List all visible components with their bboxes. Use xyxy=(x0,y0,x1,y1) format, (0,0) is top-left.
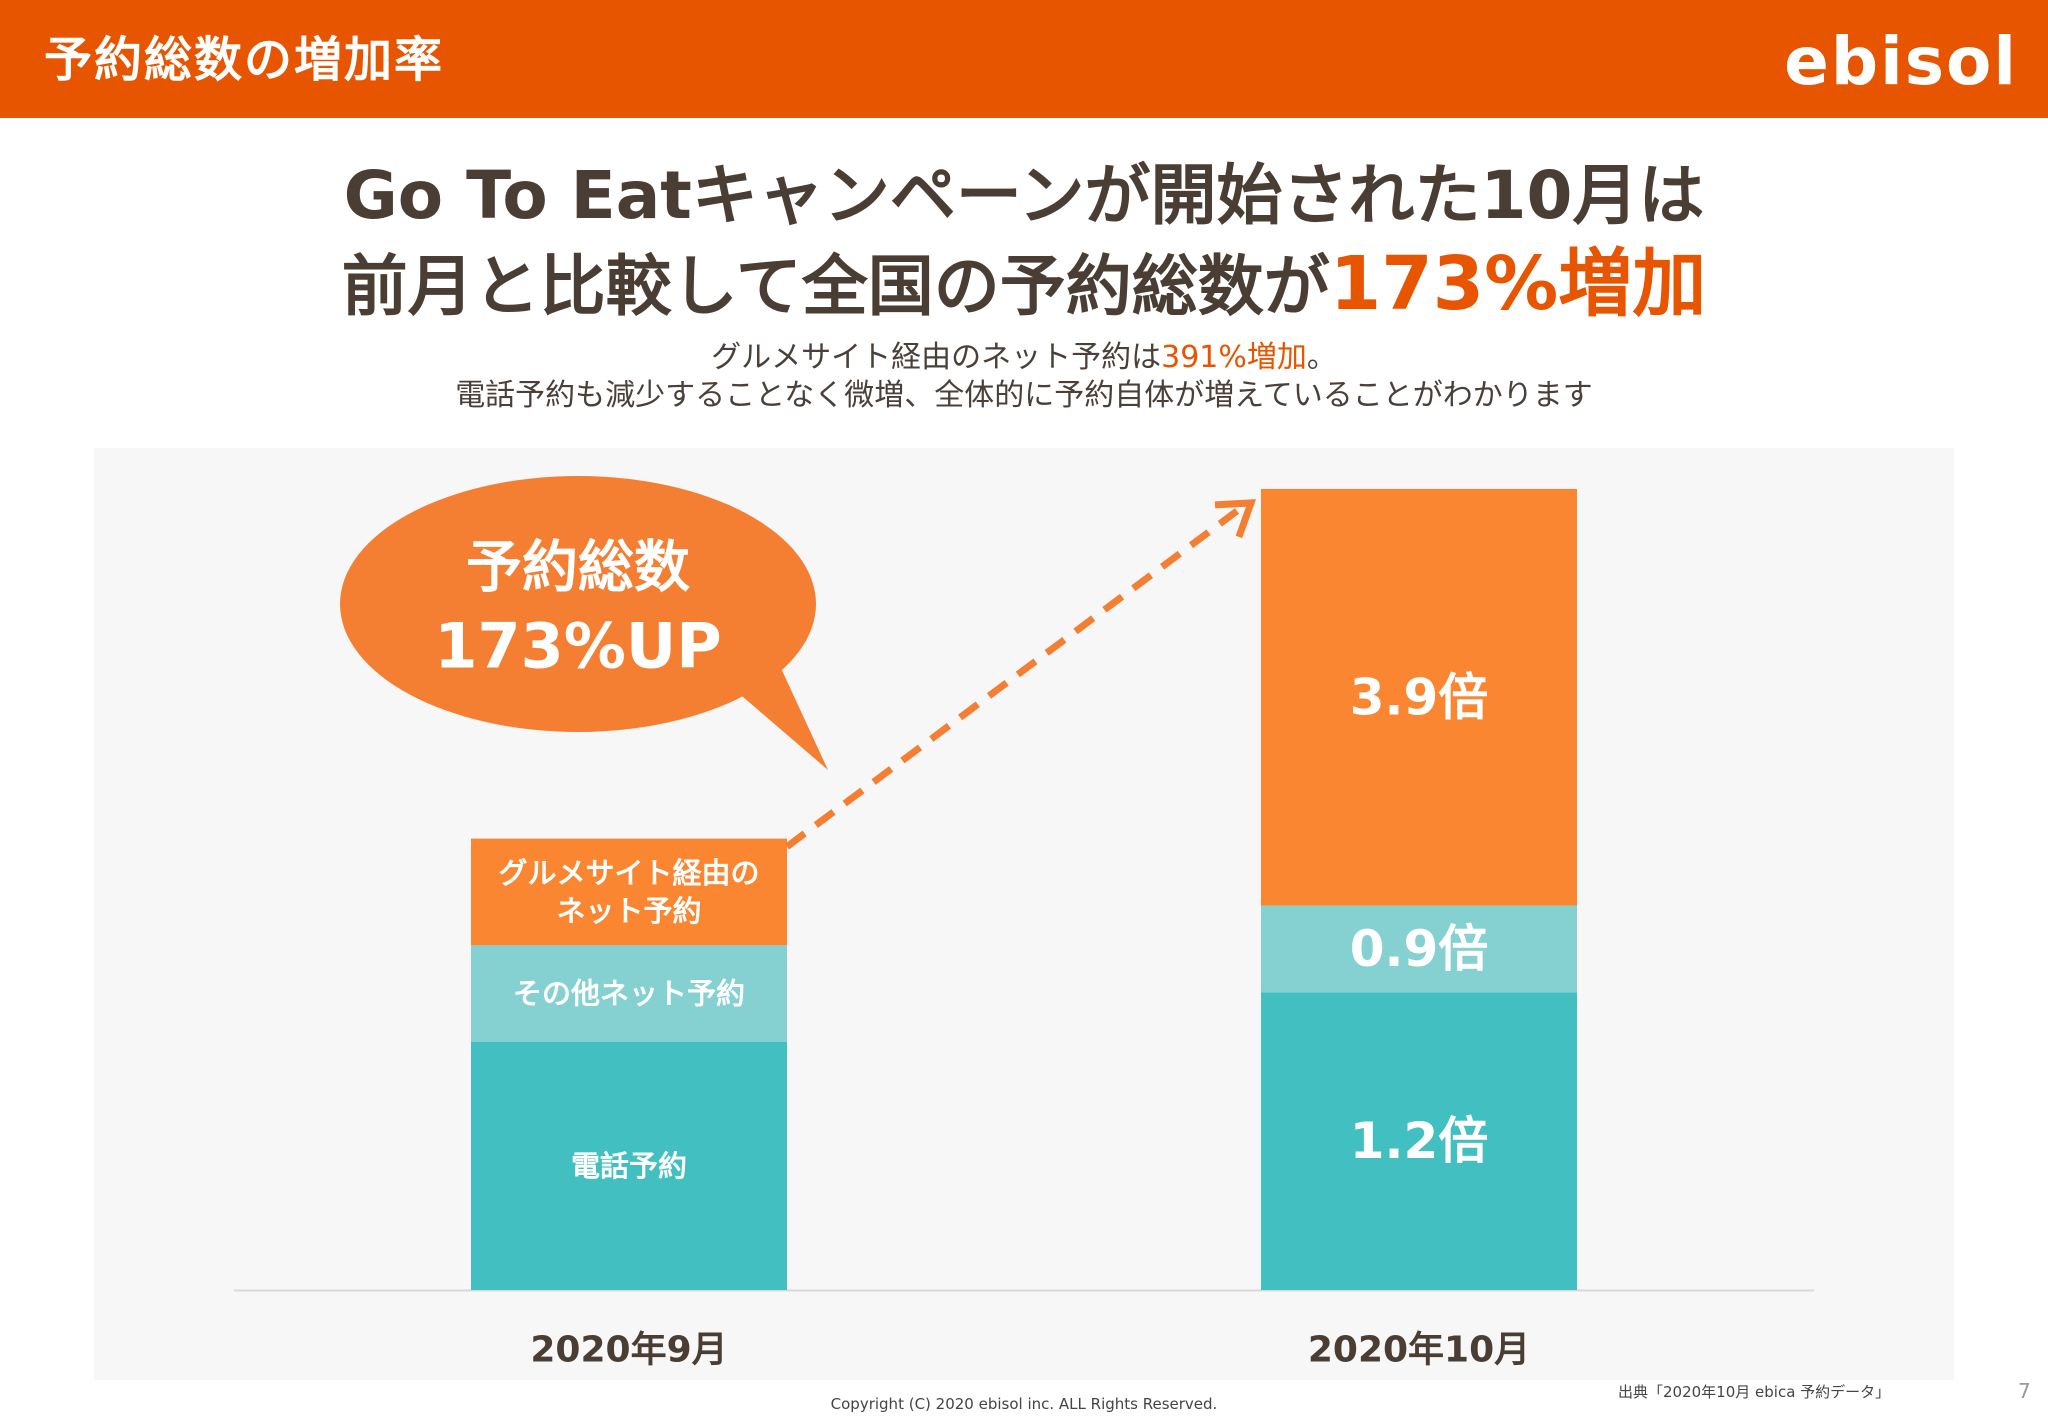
header-bar: 予約総数の増加率 ebisol xyxy=(0,0,2048,118)
bar-segment xyxy=(471,1042,787,1290)
subtitle-text-1: グルメサイト経由のネット予約は xyxy=(711,340,1162,375)
page-number: 7 xyxy=(2018,1379,2031,1403)
segment-label: ネット予約 xyxy=(556,894,701,928)
headline-line-1: Go To Eatキャンペーンが開始された10月は xyxy=(0,152,2048,240)
growth-arrow-head xyxy=(1214,499,1257,539)
segment-label: その他ネット予約 xyxy=(513,977,745,1011)
chart-panel: 2020年9月 電話予約 その他ネット予約 グルメサイト経由の ネット予約 2020年10… xyxy=(94,448,1954,1380)
segment-label: グルメサイト経由の xyxy=(498,856,759,890)
subtitle-line-2: 電話予約も減少することなく微増、全体的に予約自体が増えていることがわかります xyxy=(455,378,1593,413)
multiplier-label: 3.9倍 xyxy=(1350,668,1489,726)
headline-line-2: 前月と比較して全国の予約総数が173%増加 xyxy=(0,240,2048,331)
bar-segment xyxy=(1261,488,1577,906)
bar-segment xyxy=(1261,905,1577,993)
category-label: 2020年10月 xyxy=(1308,1330,1530,1371)
callout-text-line2: 173%UP xyxy=(434,610,721,683)
page-title: 予約総数の増加率 xyxy=(44,32,445,88)
copyright: Copyright (C) 2020 ebisol inc. ALL Right… xyxy=(830,1395,1218,1413)
multiplier-label: 1.2倍 xyxy=(1350,1112,1489,1170)
headline-text-2: 前月と比較して全国の予約総数が xyxy=(341,248,1330,325)
subtitle-line-1: グルメサイト経由のネット予約は391%増加。 xyxy=(0,338,2048,378)
segment-label: 電話予約 xyxy=(571,1149,687,1183)
bar-segment xyxy=(471,945,787,1042)
subtitle-suffix: 。 xyxy=(1306,340,1337,375)
subtitle-highlight: 391%増加 xyxy=(1161,340,1307,375)
headline-highlight: 173%増加 xyxy=(1329,241,1707,327)
multiplier-label: 0.9倍 xyxy=(1350,920,1489,978)
callout-text-line1: 予約総数 xyxy=(466,536,690,601)
bar-segment xyxy=(471,838,787,946)
category-label: 2020年9月 xyxy=(530,1330,727,1371)
source-note: 出典「2020年10月 ebica 予約データ」 xyxy=(1618,1383,1891,1401)
headline-text-1: Go To Eatキャンペーンが開始された10月は xyxy=(343,157,1705,234)
bar-segment xyxy=(1261,992,1577,1290)
growth-arrow xyxy=(784,508,1240,850)
brand-logo: ebisol xyxy=(1784,23,2018,100)
callout-bubble xyxy=(340,476,816,732)
